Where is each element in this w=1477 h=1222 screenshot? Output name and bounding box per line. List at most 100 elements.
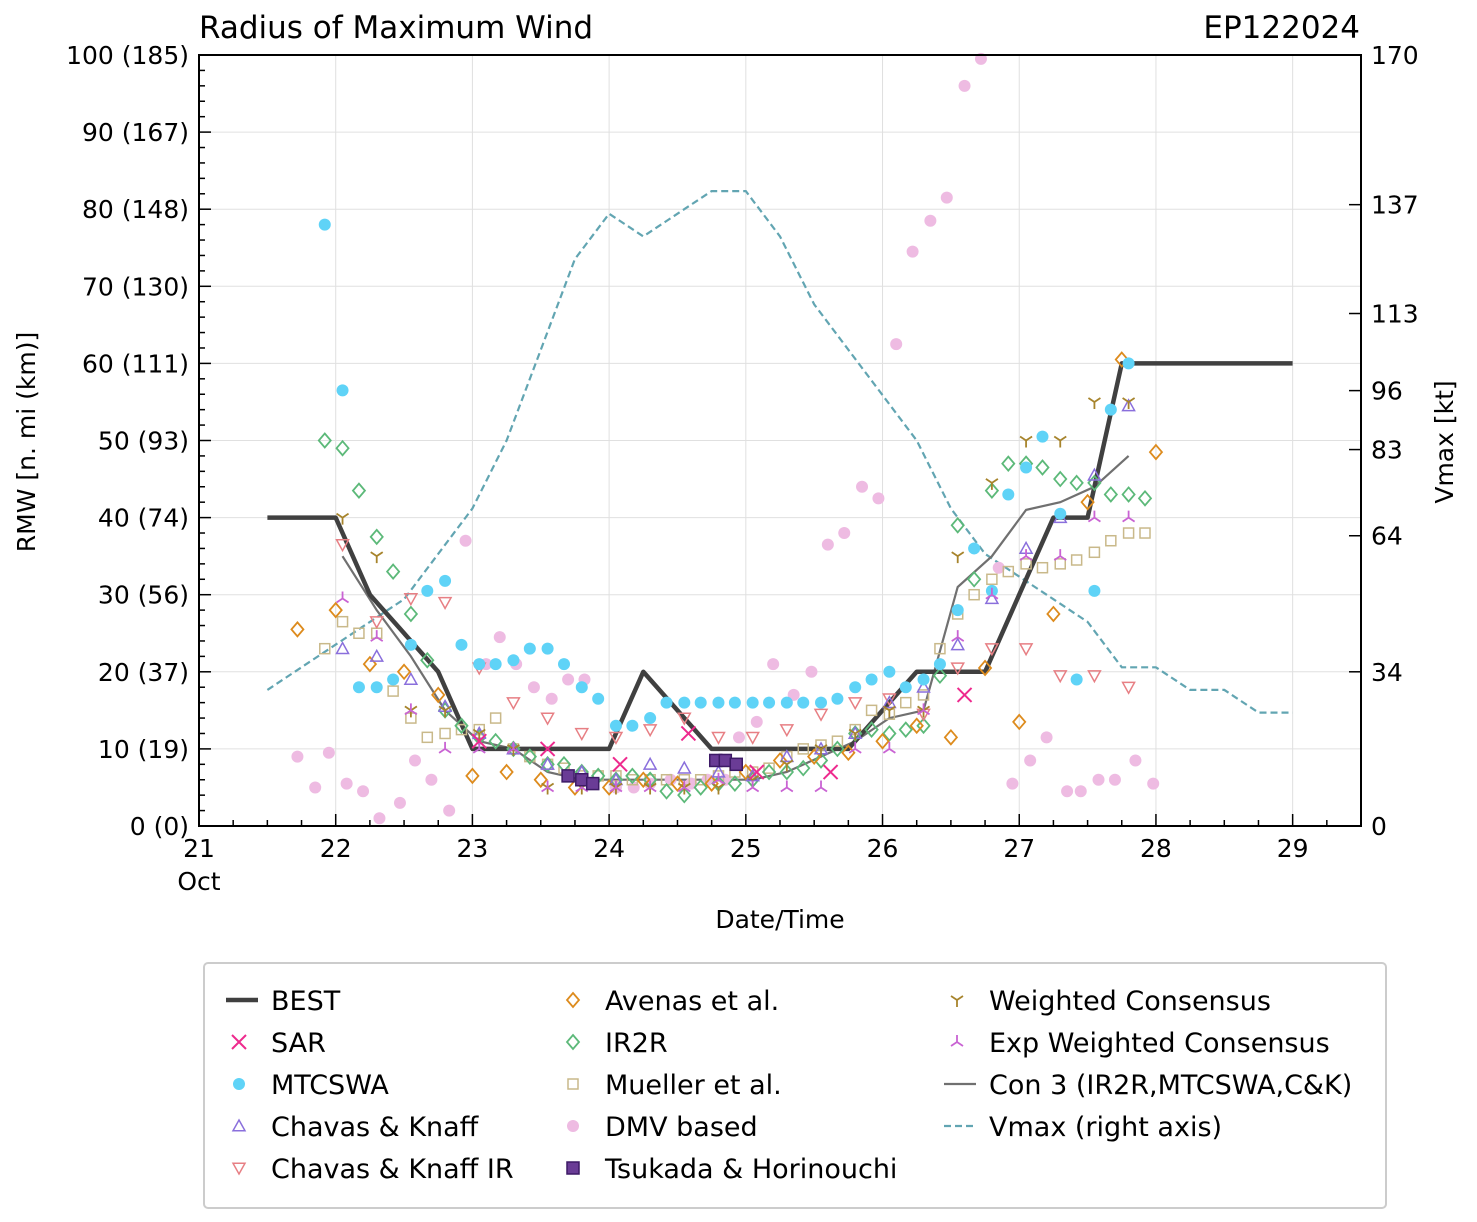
dmv-point <box>958 79 971 92</box>
ckir-point <box>335 539 350 553</box>
mueller-point <box>917 689 930 701</box>
mtcswa-point <box>575 681 588 694</box>
wcons-point <box>1053 435 1067 448</box>
mtcswa-point <box>592 692 605 705</box>
mtcswa-point <box>1020 461 1033 474</box>
legend-label-ckir: Chavas & Knaff IR <box>271 1154 514 1185</box>
dmv-point <box>1061 785 1074 798</box>
ckir-point <box>1121 681 1136 695</box>
mtcswa-point <box>404 638 417 651</box>
ir2r-point <box>317 432 332 449</box>
legend: BEST SAR MTCSWA Chavas & Knaff Chavas & Knaf… <box>203 962 1387 1209</box>
avenas-point <box>328 601 343 619</box>
avenas-point <box>1046 605 1061 623</box>
dmv-point <box>821 538 834 551</box>
mtcswa-point <box>489 658 502 671</box>
ckir-point <box>847 697 863 711</box>
dmv-point <box>393 796 406 809</box>
ckir-point <box>813 708 829 722</box>
ir2r-point <box>540 755 555 773</box>
ckir-point <box>608 731 624 745</box>
dmv-point <box>408 754 421 767</box>
dmv-point <box>309 781 322 794</box>
left-y-axis-title: RMW [n. mi (km)] <box>12 332 41 552</box>
mtcswa-point <box>746 696 759 709</box>
wcons-point <box>848 728 862 741</box>
legend-ir2r-swatch <box>565 1033 581 1051</box>
ir2r-point <box>813 752 829 769</box>
expw-point <box>1053 549 1067 561</box>
ckir-point <box>403 593 419 607</box>
dmv-point <box>906 245 919 258</box>
y-tick-label: 10 (19) <box>98 735 189 764</box>
wcons-point <box>472 728 486 741</box>
mtcswa-point <box>1070 673 1083 686</box>
ir2r-point <box>625 767 640 785</box>
legend-label-avenas: Avenas et al. <box>605 986 779 1017</box>
dmv-point <box>750 715 763 728</box>
wcons-point <box>814 744 828 756</box>
avenas-point <box>772 752 788 769</box>
series-layer <box>266 52 1293 825</box>
expw-point <box>336 591 350 604</box>
expw-point <box>404 703 418 716</box>
avenas-point <box>465 767 480 785</box>
wcons-point <box>541 782 555 795</box>
x-tick-label: 22 <box>320 834 352 863</box>
expw-point <box>541 780 555 793</box>
mtcswa-point <box>1036 430 1049 443</box>
dmv-point <box>767 658 780 671</box>
ck-point <box>882 695 897 709</box>
dmv-point <box>545 692 558 705</box>
avenas-point <box>875 732 890 750</box>
avenas-point <box>909 717 924 735</box>
right-y-tick-label: 96 <box>1371 377 1403 406</box>
avenas-point <box>396 663 412 681</box>
ir2r-point <box>335 439 350 457</box>
ir2r-point <box>351 482 367 499</box>
dmv-point <box>459 534 472 547</box>
ir2r-point <box>761 763 777 781</box>
dmv-point <box>890 338 903 351</box>
wcons-point <box>643 782 657 795</box>
y-tick-label: 30 (56) <box>98 581 189 610</box>
mtcswa-point <box>1054 507 1067 520</box>
wcons-point <box>917 705 931 718</box>
y-tick-label: 0 (0) <box>130 812 189 841</box>
mueller-point <box>900 696 912 709</box>
mueller-point <box>1070 554 1083 566</box>
expw-point <box>677 780 691 793</box>
chart-title: Radius of Maximum Wind <box>199 10 593 46</box>
dmv-point <box>357 785 370 798</box>
mtcswa-point <box>831 692 844 705</box>
sar-point <box>471 733 487 749</box>
mtcswa-point <box>865 673 878 686</box>
legend-label-expw: Exp Weighted Consensus <box>989 1028 1330 1059</box>
x-tick-label: 23 <box>457 834 489 863</box>
tsukada-point <box>729 757 744 772</box>
ck-point <box>779 749 795 763</box>
expw-point <box>985 587 999 600</box>
ckir-point <box>506 697 521 711</box>
dmv-point <box>940 191 953 204</box>
legend-label-ck: Chavas & Knaff <box>271 1112 480 1143</box>
y-tick-label: 80 (148) <box>82 195 189 224</box>
ir2r-point <box>950 516 965 534</box>
mtcswa-point <box>1104 403 1117 416</box>
dmv-point <box>562 673 575 686</box>
wcons-point <box>882 705 896 718</box>
x-tick-label: 26 <box>867 834 899 863</box>
ir2r-point <box>403 605 419 623</box>
tsukada-point <box>561 769 575 783</box>
right-y-tick-label: 170 <box>1371 41 1419 70</box>
avenas-point <box>1114 351 1129 368</box>
sar-point <box>749 764 765 780</box>
y-tick-label: 70 (130) <box>82 272 189 301</box>
ir2r-point <box>385 563 401 580</box>
avenas-point <box>636 771 651 789</box>
mtcswa-point <box>336 384 349 397</box>
wcons-point <box>370 551 384 564</box>
expw-point <box>609 780 623 793</box>
x-tick-label: 21 <box>183 834 215 863</box>
